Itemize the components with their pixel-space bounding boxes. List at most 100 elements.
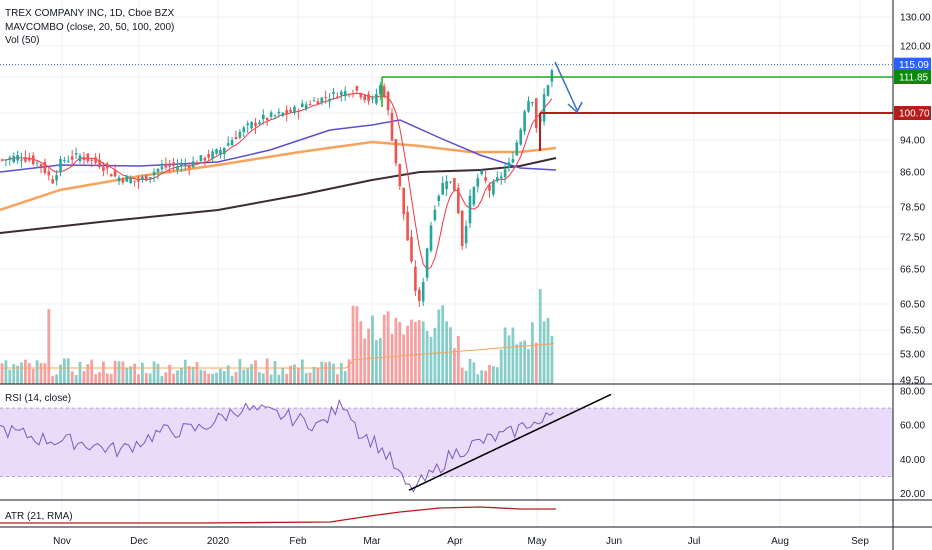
candle-body: [515, 142, 519, 156]
volume-bar: [78, 361, 82, 384]
candle-body: [367, 94, 370, 102]
volume-bar: [195, 362, 199, 384]
volume-bar: [488, 364, 491, 384]
volume-bar: [180, 368, 183, 384]
candle-body: [457, 187, 460, 214]
rsi-line: [0, 393, 893, 493]
moving-averages: [0, 92, 557, 271]
candle-body: [109, 174, 113, 177]
ma50-line: [0, 119, 557, 173]
candle-body: [293, 106, 296, 114]
candle-body: [106, 163, 109, 169]
candle-body: [133, 180, 136, 182]
candle-body: [359, 93, 363, 98]
volume-bar: [277, 374, 281, 384]
candle-body: [102, 166, 105, 171]
atr-polyline: [0, 506, 556, 524]
candle-body: [437, 195, 441, 202]
price-tick-label: 78.50: [900, 203, 925, 214]
volume-bar: [183, 359, 187, 384]
ma100-line: [0, 140, 557, 212]
price-tick-label: 94.00: [900, 136, 925, 147]
volume-bar: [31, 368, 35, 384]
candle-body: [47, 171, 51, 176]
volume-bar: [47, 309, 51, 384]
volume-bar: [476, 374, 480, 384]
volume-bar: [328, 361, 331, 384]
candle-body: [152, 171, 156, 176]
candle-body: [86, 153, 90, 162]
volume-bar: [66, 358, 70, 384]
candle-body: [503, 169, 507, 178]
volume-bar: [238, 358, 242, 384]
candle-body: [203, 157, 207, 161]
volume-bar: [250, 364, 253, 384]
candle-body: [499, 176, 503, 179]
volume-bar: [332, 363, 335, 384]
candle-body: [43, 161, 47, 173]
price-tick-label: 72.50: [900, 233, 925, 244]
time-axis[interactable]: Nov Dec 2020 Feb Mar Apr May Jun Jul Aug Sep: [53, 536, 869, 547]
candle-body: [191, 161, 195, 168]
volume-bar: [378, 338, 382, 384]
candle-body: [258, 122, 261, 125]
candle-body: [336, 96, 339, 99]
time-tick-label: Jun: [606, 536, 622, 547]
candle-body: [242, 127, 246, 133]
candle-body: [340, 91, 343, 96]
volume-bar: [141, 362, 144, 384]
price-tick-label: 49.50: [900, 376, 925, 387]
candle-body: [371, 98, 374, 100]
volume-bar: [109, 373, 113, 384]
volume-bar: [460, 367, 464, 384]
candle-body: [145, 175, 148, 181]
candle-body: [496, 177, 499, 182]
time-tick-label: 2020: [207, 536, 230, 547]
volume-bar: [24, 359, 27, 384]
candle-body: [468, 195, 472, 224]
volume-bar: [421, 321, 425, 384]
candle-body: [351, 93, 355, 95]
volume-bar: [94, 374, 97, 384]
volume-bar: [242, 369, 246, 384]
volume-bar: [480, 370, 484, 384]
time-tick-label: Sep: [851, 536, 869, 547]
price-tag-bg: [894, 106, 931, 120]
rsi-tick-label: 40.00: [900, 455, 925, 466]
volume-bar: [16, 365, 19, 384]
volume-bar: [269, 374, 273, 384]
volume-bar: [102, 361, 105, 384]
volume-bar: [339, 362, 343, 384]
candle-body: [250, 121, 253, 129]
candle-body: [546, 85, 550, 96]
candle-body: [215, 149, 218, 154]
candle-body: [234, 137, 238, 140]
volume-bar: [246, 368, 250, 384]
ma20-line: [1, 92, 553, 271]
candle-body: [363, 95, 366, 101]
volume-bar: [148, 373, 152, 384]
candle-body: [176, 166, 179, 170]
volume-bar: [211, 373, 214, 384]
candle-body: [199, 155, 203, 161]
volume-bar: [4, 360, 8, 384]
candle-body: [527, 101, 530, 112]
price-tag-bg: [894, 57, 931, 72]
candle-body: [160, 166, 164, 170]
price-tick-label: 120.00: [900, 42, 931, 53]
price-tick-label: 53.00: [900, 350, 925, 361]
volume-bar: [449, 327, 452, 384]
candle-body: [129, 178, 132, 184]
volume-bar: [199, 369, 203, 384]
candle-body: [433, 209, 437, 221]
candle-body: [379, 85, 382, 95]
candle-body: [488, 184, 491, 191]
volume-bar: [300, 359, 304, 384]
rsi-axis[interactable]: 80.00 60.00 40.00 20.00: [900, 387, 925, 501]
candlesticks: [0, 68, 554, 307]
candle-body: [343, 91, 347, 97]
candle-body: [67, 160, 70, 162]
time-tick-label: Feb: [289, 536, 307, 547]
candle-body: [402, 187, 405, 215]
